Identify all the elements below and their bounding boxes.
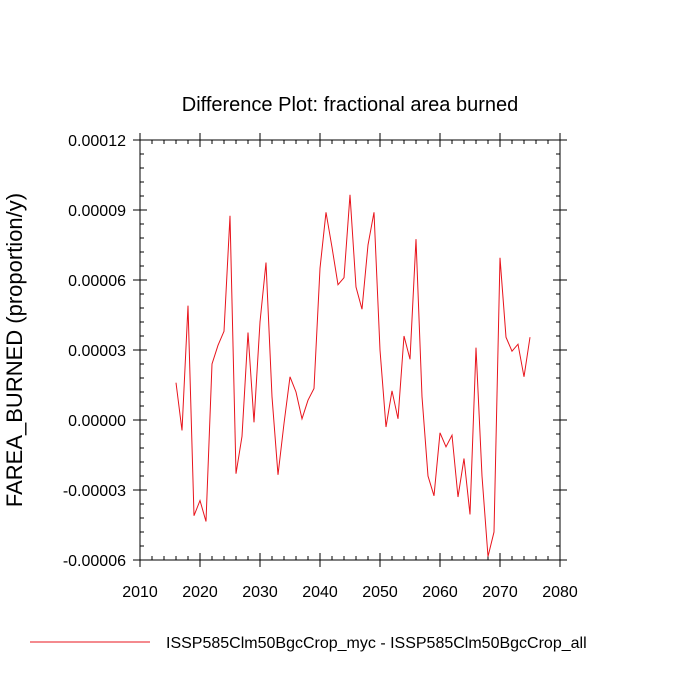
- series-layer: [175, 194, 531, 557]
- y-tick-label: 0.00003: [68, 343, 126, 360]
- y-tick-label: -0.00006: [63, 553, 126, 570]
- y-tick-label: 0.00012: [68, 133, 126, 150]
- y-tick-labels: -0.00006 -0.00003 0.00000 0.00003 0.00006 0.0…: [63, 133, 126, 570]
- legend-label: ISSP585Clm50BgcCrop_myc - ISSP585Clm50Bg…: [166, 635, 587, 652]
- x-tick-label: 2030: [242, 584, 278, 601]
- y-tick-label: 0.00000: [68, 413, 126, 430]
- x-tick-label: 2070: [482, 584, 518, 601]
- x-tick-labels: 2010 2020 2030 2040 2050 2060 2070 2080: [122, 584, 578, 601]
- x-tick-label: 2060: [422, 584, 458, 601]
- axis-ticks: [133, 133, 567, 567]
- y-tick-label: -0.00003: [63, 483, 126, 500]
- x-tick-label: 2040: [302, 584, 338, 601]
- x-tick-label: 2080: [542, 584, 578, 601]
- series-line-0: [175, 194, 531, 557]
- chart-title: Difference Plot: fractional area burned: [182, 94, 519, 116]
- plot-frame: [139, 139, 561, 561]
- x-tick-label: 2020: [182, 584, 218, 601]
- legend: ISSP585Clm50BgcCrop_myc - ISSP585Clm50Bg…: [30, 635, 587, 652]
- x-tick-label: 2010: [122, 584, 158, 601]
- y-tick-label: 0.00009: [68, 203, 126, 220]
- x-tick-label: 2050: [362, 584, 398, 601]
- y-tick-label: 0.00006: [68, 273, 126, 290]
- y-axis-label: FAREA_BURNED (proportion/y): [2, 193, 27, 507]
